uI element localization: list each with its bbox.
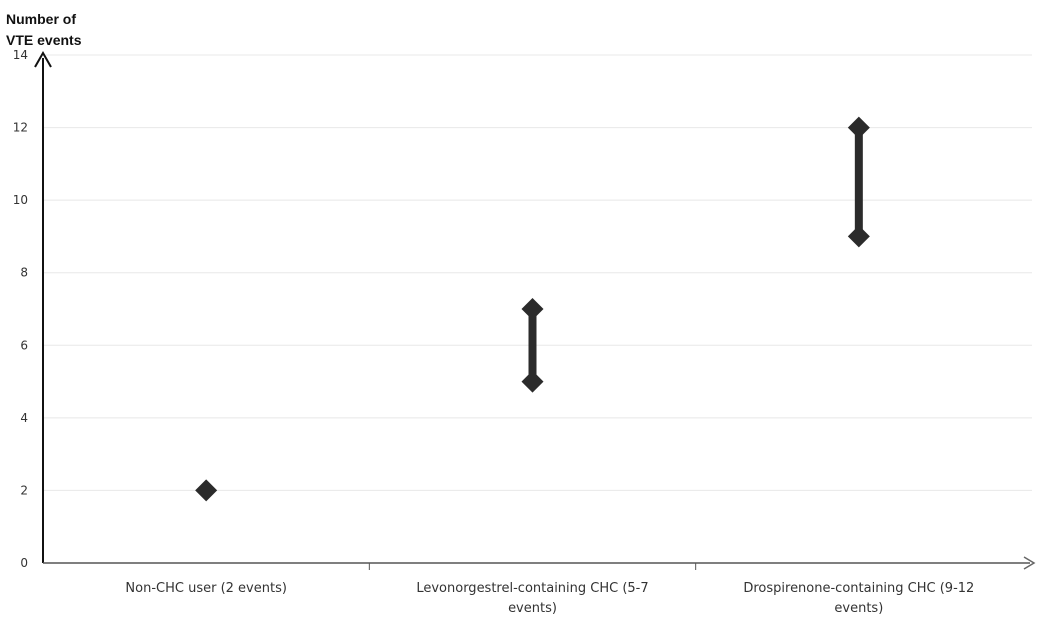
- y-tick-label-8: 8: [20, 266, 28, 280]
- y-tick-label-14: 14: [13, 48, 28, 62]
- y-tick-label-10: 10: [13, 193, 28, 207]
- x-category-label-1-line-0: Levonorgestrel-containing CHC (5-7: [416, 581, 648, 596]
- range-high-marker-1: [521, 298, 544, 320]
- range-high-marker-2: [847, 116, 870, 139]
- y-tick-label-12: 12: [13, 121, 28, 135]
- y-tick-label-4: 4: [20, 411, 28, 425]
- y-tick-label-0: 0: [20, 556, 28, 570]
- x-category-labels: Non-CHC user (2 events) Levonorgestrel-co…: [125, 581, 974, 616]
- range-marks: [195, 116, 870, 502]
- y-axis-title-line-1: Number of: [6, 11, 76, 27]
- axes: [34, 50, 1036, 570]
- x-category-label-2-line-0: Drospirenone-containing CHC (9-12: [743, 581, 974, 596]
- y-tick-label-6: 6: [20, 338, 28, 352]
- range-low-marker-1: [521, 370, 544, 393]
- y-tick-label-2: 2: [20, 483, 28, 497]
- y-axis-arrowhead: [34, 50, 52, 68]
- range-low-marker-2: [847, 225, 870, 248]
- y-axis-title-line-2: VTE events: [6, 32, 82, 48]
- point-marker-0: [195, 479, 218, 502]
- x-axis-arrowhead: [1023, 556, 1036, 570]
- x-category-label-0-line-0: Non-CHC user (2 events): [125, 581, 287, 596]
- y-tick-labels: 0 2 4 6 8 10 12 14: [13, 48, 28, 570]
- gridlines: [43, 54, 1032, 491]
- x-category-label-2-line-1: events): [834, 601, 883, 616]
- y-axis-title: Number of VTE events: [6, 9, 126, 51]
- x-category-label-1-line-1: events): [508, 601, 557, 616]
